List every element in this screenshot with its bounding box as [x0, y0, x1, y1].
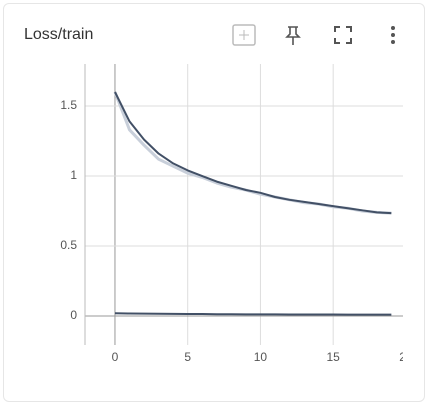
plot: 0 5 10 15 20 0 0.5 1 1.5	[60, 64, 413, 364]
x-tick-label: 0	[112, 350, 119, 364]
line	[114, 312, 392, 316]
pin-icon[interactable]	[285, 26, 301, 45]
y-tick-label: 1	[70, 168, 77, 182]
fit-inner	[239, 30, 249, 40]
x-tick-label: 10	[254, 350, 268, 364]
x-tick-label: 5	[184, 350, 191, 364]
clip-group: 0 5 10 15 20	[112, 64, 413, 364]
fullscreen-icon[interactable]	[334, 26, 352, 44]
card	[3, 3, 425, 402]
y-tick-label: 1.5	[60, 98, 77, 112]
y-tick-label: 0.5	[60, 238, 77, 252]
chart-title: Loss/train	[24, 26, 93, 43]
more-icon[interactable]	[391, 26, 395, 44]
toolbar[interactable]	[232, 24, 395, 46]
x-tick-label: 20	[399, 350, 413, 364]
line	[114, 91, 392, 215]
x-tick-label: 15	[326, 350, 340, 364]
fit-icon[interactable]	[232, 24, 256, 46]
y-tick-label: 0	[70, 308, 77, 322]
